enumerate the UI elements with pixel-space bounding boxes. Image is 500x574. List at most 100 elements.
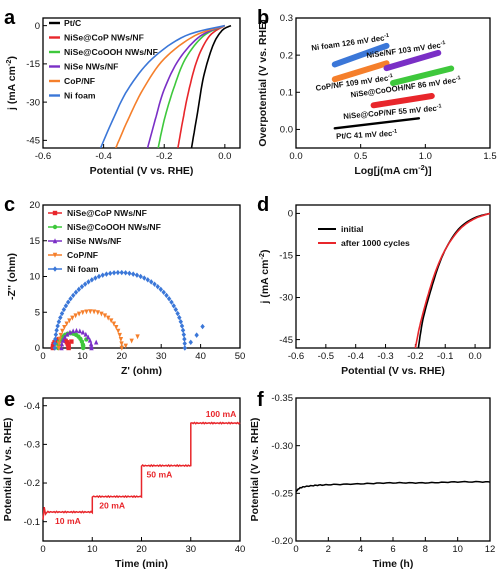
- data-point: [63, 303, 69, 309]
- data-point: [158, 286, 163, 293]
- x-tick-label: 10: [452, 544, 463, 555]
- panel-label-c: c: [4, 194, 15, 216]
- y-tick-label: -30: [26, 97, 40, 108]
- x-tick-label: -0.4: [348, 351, 364, 362]
- data-point: [194, 332, 199, 338]
- tafel-line: [331, 42, 390, 68]
- legend-entry: NiSe NWs/NF: [64, 62, 118, 72]
- y-tick-label: 0.1: [280, 87, 293, 98]
- data-point: [181, 331, 187, 338]
- data-point: [58, 332, 64, 338]
- data-point: [111, 321, 117, 327]
- panel-d: -0.6 -0.5 -0.4 -0.3 -0.2 -0.1 0.0 0 -15 -30 -45 Pot…: [257, 194, 491, 377]
- data-point: [67, 329, 73, 335]
- current-label: 10 mA: [55, 516, 81, 526]
- data-point: [69, 339, 74, 344]
- x-tick-label: -0.2: [156, 151, 172, 162]
- data-point: [52, 210, 58, 216]
- x-tick-label: 30: [156, 351, 167, 362]
- data-point: [119, 269, 124, 276]
- y-tick-label: 0.0: [280, 125, 293, 136]
- y-axis-label: Potential (V vs. RHE): [249, 418, 261, 522]
- data-point: [179, 323, 185, 329]
- data-point: [77, 328, 83, 334]
- tafel-line: [333, 117, 421, 130]
- y-axis-label: Potential (V vs. RHE): [2, 418, 14, 522]
- legend-entry: CoP/NF: [67, 250, 98, 260]
- plot-frame: [295, 397, 491, 542]
- data-point: [70, 328, 76, 334]
- plot-frame: [295, 204, 491, 349]
- data-point: [117, 332, 122, 338]
- panel-e: 0 10 20 30 40 -0.1 -0.2 -0.3 -0.4 Time (min) Poten…: [2, 389, 245, 570]
- x-tick-label: -0.6: [35, 151, 51, 162]
- y-tick-label: 10: [29, 272, 40, 283]
- data-point: [123, 343, 128, 349]
- x-tick-label: -0.5: [318, 351, 334, 362]
- data-point: [175, 310, 180, 317]
- data-point: [76, 286, 82, 293]
- data-point: [59, 341, 65, 347]
- data-point: [52, 252, 58, 258]
- data-point: [127, 270, 132, 277]
- data-point: [53, 336, 58, 342]
- x-tick-label: 50: [235, 351, 246, 362]
- data-point: [52, 340, 58, 347]
- tafel-line: [331, 60, 390, 83]
- data-point: [182, 336, 187, 342]
- x-tick-label: 10: [87, 544, 98, 555]
- tafel-line: [390, 65, 455, 86]
- data-point: [99, 311, 104, 317]
- legend-entry: NiSe@CoP NWs/NF: [67, 208, 147, 218]
- x-tick-label: 0: [40, 544, 45, 555]
- data-point: [164, 292, 169, 299]
- x-axis-label: Time (min): [115, 558, 168, 570]
- y-axis-label: j (mA cm-2): [4, 56, 19, 111]
- tafel-annotation: NiSe@CoP/NF 55 mV dec-1: [343, 103, 442, 121]
- series-line: [414, 212, 490, 348]
- data-point: [60, 328, 65, 334]
- series-line: [114, 24, 226, 148]
- data-point: [89, 343, 94, 349]
- plot-frame: [295, 17, 491, 149]
- data-point: [135, 334, 140, 340]
- tafel-annotation: Pt/C 41 mV dec-1: [336, 129, 398, 141]
- data-point: [182, 345, 188, 351]
- data-point: [102, 313, 108, 319]
- x-tick-label: 6: [390, 544, 395, 555]
- current-label: 50 mA: [147, 470, 173, 480]
- data-point: [91, 309, 97, 315]
- tafel-line: [383, 49, 442, 72]
- data-point: [59, 345, 64, 351]
- data-point: [115, 269, 121, 276]
- data-point: [93, 275, 98, 281]
- data-point: [68, 296, 73, 302]
- data-point: [74, 327, 79, 333]
- x-tick-label: 0.0: [289, 151, 302, 162]
- y-tick-label: -0.4: [24, 401, 40, 412]
- data-point: [85, 334, 91, 340]
- panel-c: 0 10 20 30 40 50 0 5 10 15 20 Z' (ohm) -Z'' (ohm) c Ni…: [4, 194, 245, 377]
- data-point: [169, 299, 174, 305]
- y-tick-label: -0.2: [24, 478, 40, 489]
- y-axis-label: Overpotential (V vs. RHE): [257, 19, 269, 146]
- x-tick-label: 30: [185, 544, 196, 555]
- data-point: [161, 289, 166, 295]
- y-tick-label: -0.1: [24, 517, 40, 528]
- data-point: [73, 313, 78, 319]
- panel-label-a: a: [4, 7, 16, 29]
- y-tick-label: -15: [26, 59, 40, 70]
- legend-entry: after 1000 cycles: [341, 238, 410, 248]
- y-tick-label: -0.25: [271, 489, 293, 500]
- data-point: [56, 345, 61, 351]
- y-tick-label: 0.2: [280, 50, 293, 61]
- x-tick-label: 2: [326, 544, 331, 555]
- x-tick-label: 40: [235, 544, 246, 555]
- series-line: [417, 212, 490, 348]
- panel-label-b: b: [257, 7, 269, 29]
- data-point: [82, 281, 88, 287]
- data-point: [100, 272, 105, 278]
- x-tick-label: 0.0: [218, 151, 231, 162]
- data-point: [166, 296, 172, 302]
- data-point: [56, 341, 62, 347]
